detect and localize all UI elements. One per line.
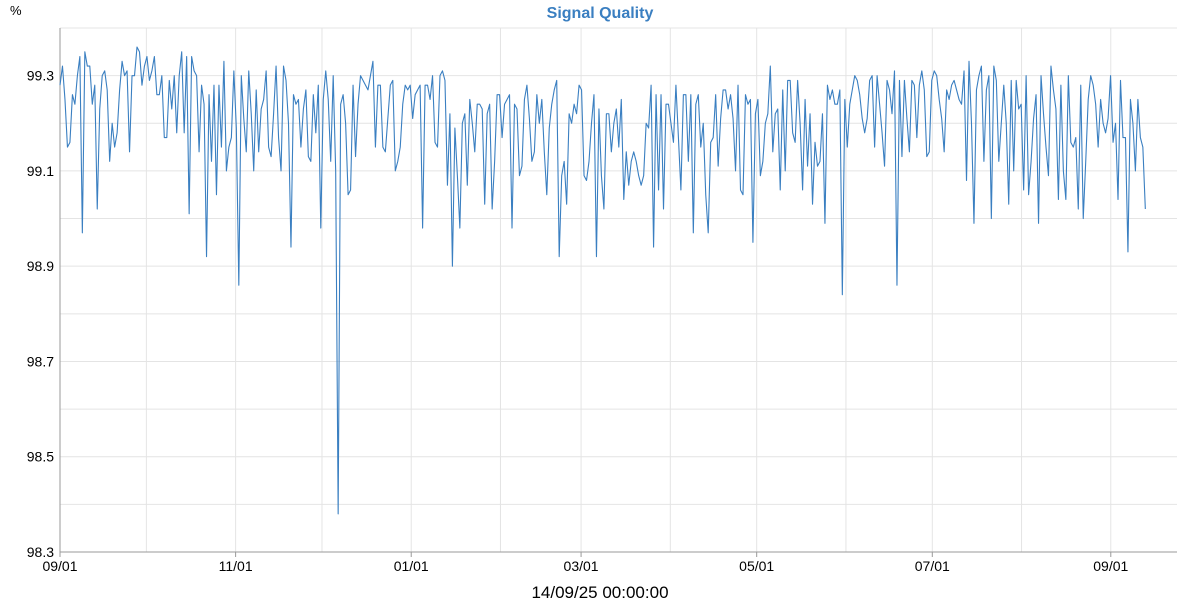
tick-label-layer: 98.3 98.5 98.7 98.9 99.1 99.3 09/01 11/01 01/01 0… <box>27 68 1129 574</box>
x-tick-label: 01/01 <box>394 558 429 574</box>
y-tick-label: 98.9 <box>27 258 54 274</box>
x-tick-label: 03/01 <box>564 558 599 574</box>
x-tick-label: 09/01 <box>42 558 77 574</box>
y-tick-label: 98.7 <box>27 353 54 369</box>
axis-layer <box>59 28 1177 557</box>
x-tick-label: 05/01 <box>739 558 774 574</box>
x-tick-label: 07/01 <box>915 558 950 574</box>
y-tick-label: 99.3 <box>27 68 54 84</box>
chart-title: Signal Quality <box>547 5 654 22</box>
y-tick-label: 98.3 <box>27 544 54 560</box>
x-tick-label: 11/01 <box>219 558 253 574</box>
y-tick-label: 99.1 <box>27 163 54 179</box>
y-axis-unit-label: % <box>10 3 22 18</box>
y-tick-label: 98.5 <box>27 449 54 465</box>
x-tick-label: 09/01 <box>1093 558 1128 574</box>
grid-layer <box>60 27 1177 552</box>
series-line-signal-quality <box>59 46 1146 515</box>
x-axis-label: 14/09/25 00:00:00 <box>531 583 668 600</box>
